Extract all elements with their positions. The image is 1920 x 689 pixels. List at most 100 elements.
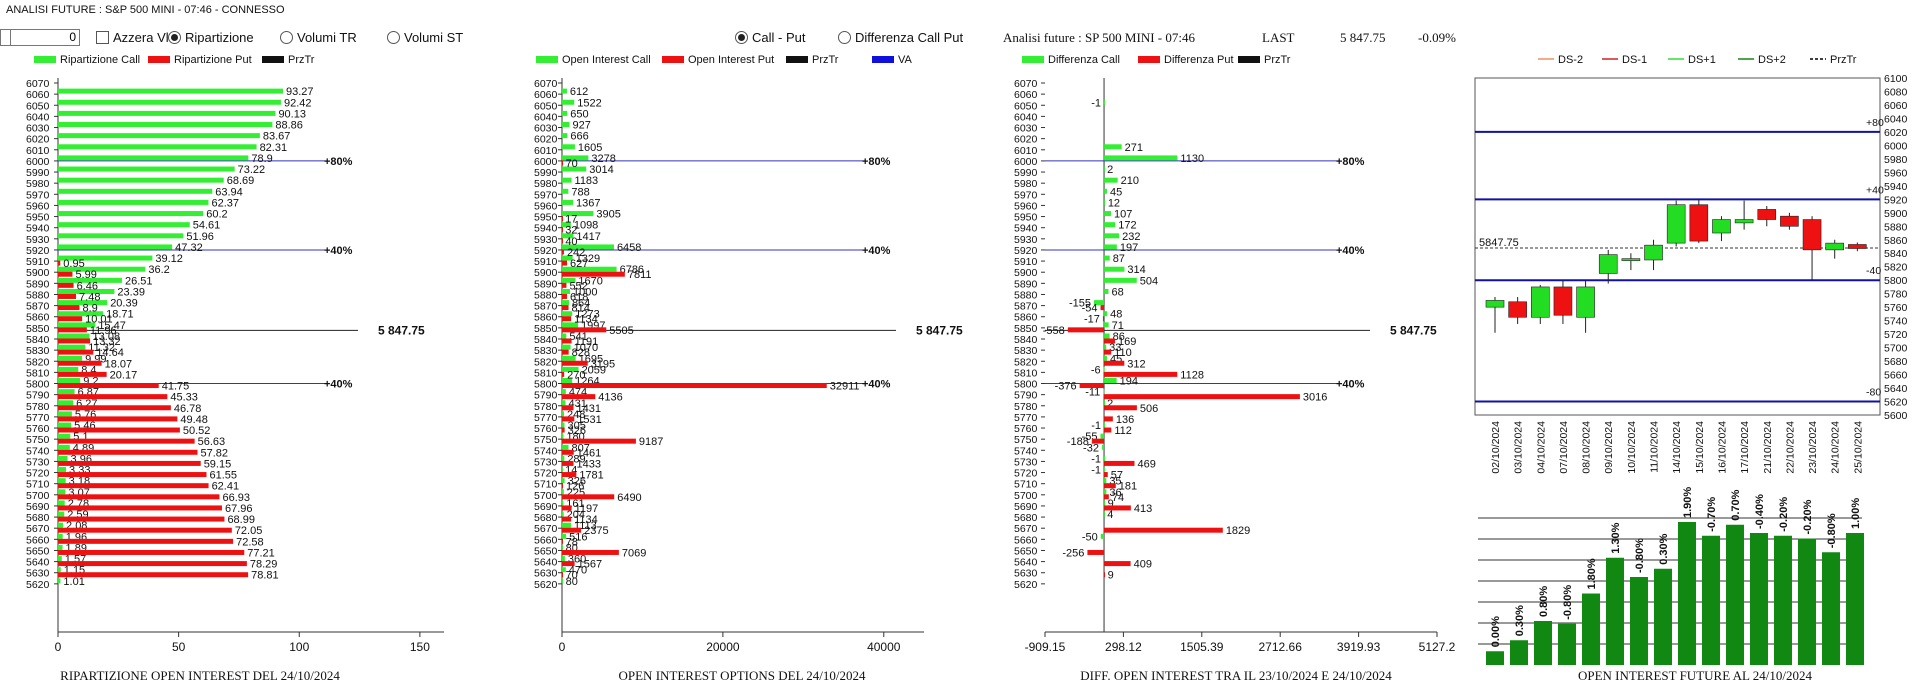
y-tick-label: 5600 [1884,410,1908,422]
strike-label: 5990 [1014,167,1038,179]
bar [58,578,61,584]
bar [562,177,572,183]
y-tick-label: 5860 [1884,235,1908,247]
azzera-checkbox[interactable]: Azzera Vl. [96,30,172,45]
bar [58,355,83,361]
price-label: 5 847.75 [1390,323,1437,337]
data-label: 11.96 [90,325,117,337]
data-label: -256 [1062,547,1084,559]
date-label: 14/10/2024 [1671,421,1683,474]
radio-icon [838,31,851,44]
data-label: 1070 [574,342,598,354]
legend-swatch [148,56,170,63]
radio-volumi-st[interactable]: Volumi ST [387,30,463,45]
bar [562,511,564,517]
strike-label: 5790 [26,390,50,402]
strike-label: 5830 [534,345,558,357]
data-label: 13.08 [93,331,121,343]
oi-bar [1798,538,1816,665]
data-label: 541 [569,331,587,343]
legend-label: PrzTr [812,54,839,66]
strike-label: 5710 [1014,479,1038,491]
data-label: 13.32 [93,336,121,348]
strike-label: 5820 [26,356,50,368]
legend-label: Ripartizione Put [174,54,252,66]
bar [562,155,589,161]
data-label: 59.15 [204,458,232,470]
legend-label: Differenza Put [1164,54,1234,66]
price-label: 5847.75 [1479,237,1519,249]
data-label: 83.67 [263,131,291,143]
date-label: 22/10/2024 [1784,421,1796,474]
legend-label: PrzTr [288,54,315,66]
radio-call-put[interactable]: Call - Put [735,30,805,45]
data-label: 14.64 [96,347,124,359]
data-label: 828 [572,347,590,359]
strike-label: 5640 [1014,557,1038,569]
data-label: 618 [570,291,588,303]
radio-ripartizione[interactable]: Ripartizione [168,30,254,45]
data-label: 78.9 [251,153,272,165]
candle-body [1848,244,1867,249]
bar [1104,378,1117,384]
radio-volumi-tr[interactable]: Volumi TR [280,30,357,45]
data-label: 92.42 [284,97,312,109]
y-tick-label: 6020 [1884,127,1908,139]
x-tick-label: 1505.39 [1180,640,1224,654]
bar [58,349,94,355]
oi-label: 1.80% [1586,558,1598,589]
data-label: 3016 [1303,392,1327,404]
data-label: 26.51 [125,275,153,287]
bar [562,422,565,428]
bar [562,444,569,450]
oi-bar [1558,623,1576,665]
strike-label: 5780 [534,401,558,413]
radio-differenza[interactable]: Differenza Call Put [838,30,963,45]
x-tick-label: 0 [55,640,62,654]
strike-label: 5630 [26,568,50,580]
chart-caption: RIPARTIZIONE OPEN INTEREST DEL 24/10/202… [60,668,340,683]
strike-label: 5910 [1014,256,1038,268]
data-label: 82.31 [260,142,288,154]
data-label: 3905 [596,209,620,221]
data-label: 56.63 [198,436,226,448]
date-label: 10/10/2024 [1626,421,1638,474]
bar [58,366,79,372]
data-label: 2059 [582,364,606,376]
spinner-arrows[interactable] [0,29,11,46]
data-label: 107 [1114,209,1132,221]
bar [562,344,571,350]
bar [562,293,567,299]
strike-label: 5760 [26,423,50,435]
bar [1104,405,1137,411]
legend-label: VA [898,54,913,66]
candle-body [1757,209,1777,220]
x-tick-label: 100 [289,640,309,654]
data-label: 71 [1112,320,1124,332]
bar [58,344,86,350]
data-label: 169 [1118,336,1136,348]
bar [58,400,74,406]
last-value: 5 847.75 [1340,30,1386,45]
strike-label: 5650 [1014,545,1038,557]
bar [1103,467,1105,473]
strike-label: 5810 [26,367,50,379]
value-spinner[interactable]: 0 [0,29,80,46]
data-label: 1605 [578,142,602,154]
data-label: 9 [1108,570,1114,582]
data-label: 70 [566,158,578,170]
strike-label: 5820 [534,356,558,368]
bar [562,578,563,584]
oi-bar [1702,535,1720,665]
candle-body [1644,244,1663,261]
candle-body [1530,286,1550,318]
data-label: 2 [1107,398,1113,410]
data-label: -1 [1091,97,1101,109]
bar [58,383,159,389]
price-label: 5 847.75 [378,323,425,337]
strike-label: 5660 [534,534,558,546]
date-label: 08/10/2024 [1581,421,1593,474]
data-label: 6490 [617,492,641,504]
bar [562,166,587,172]
strike-label: 5770 [1014,412,1038,424]
